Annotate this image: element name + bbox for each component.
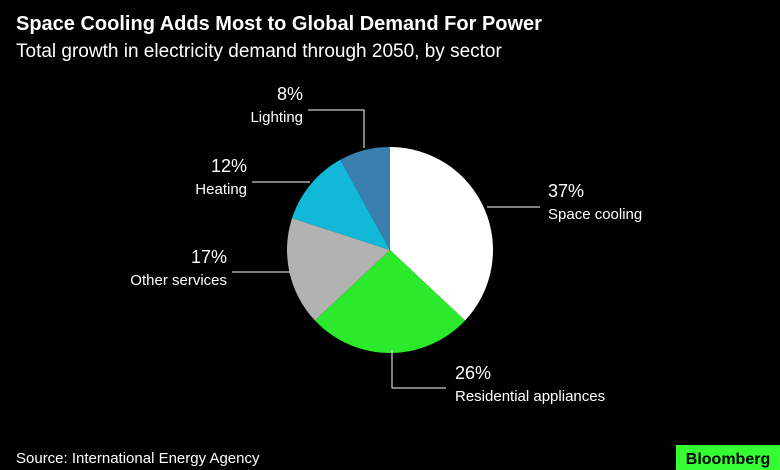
category-label: Space cooling bbox=[548, 206, 642, 223]
pie-slice bbox=[314, 250, 466, 354]
logo-box bbox=[676, 445, 780, 470]
value-label: 8% bbox=[277, 84, 303, 104]
category-label: Residential appliances bbox=[455, 388, 605, 405]
value-label: 12% bbox=[211, 156, 247, 176]
logo: Bloomberg bbox=[686, 451, 770, 468]
category-label: Lighting bbox=[250, 109, 303, 126]
pie-slice bbox=[390, 147, 494, 321]
chart-subtitle: Total growth in electricity demand throu… bbox=[16, 41, 502, 62]
chart-title: Space Cooling Adds Most to Global Demand… bbox=[16, 13, 542, 35]
value-label: 17% bbox=[191, 247, 227, 267]
pie-slice bbox=[340, 147, 390, 250]
leader-line bbox=[308, 109, 365, 148]
source: Source: International Energy Agency bbox=[16, 450, 260, 467]
pie-slice bbox=[292, 159, 390, 250]
category-label: Heating bbox=[195, 181, 247, 198]
value-label: 26% bbox=[455, 363, 491, 383]
category-label: Other services bbox=[130, 272, 227, 289]
value-label: 37% bbox=[548, 181, 584, 201]
pie-slice bbox=[286, 218, 390, 321]
leader-line bbox=[391, 350, 446, 389]
